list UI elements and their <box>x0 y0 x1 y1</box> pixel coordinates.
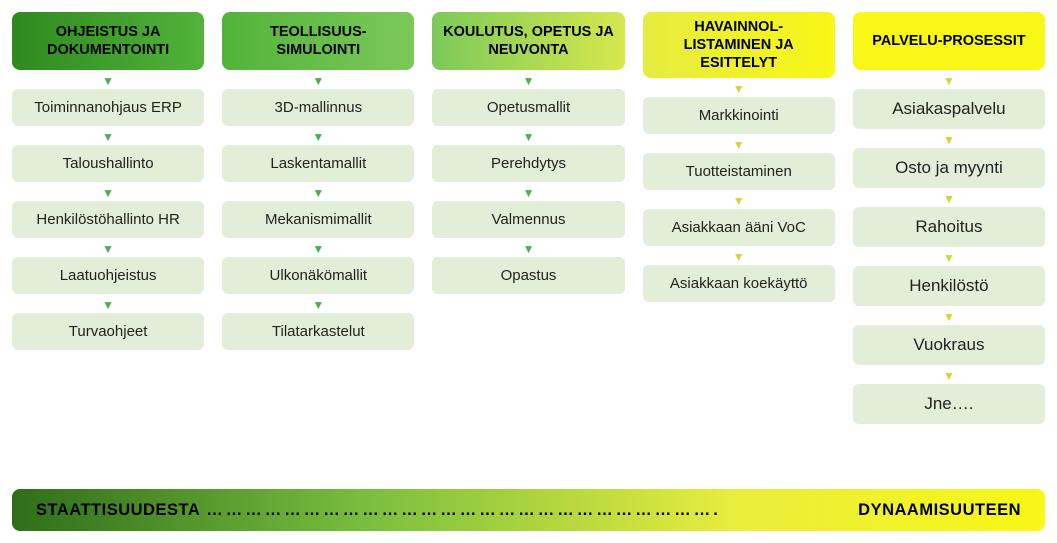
columns-container: OHJEISTUS JA DOKUMENTOINTI ▼ Toiminnanohja… <box>12 12 1045 426</box>
column-3: HAVAINNOL-LISTAMINEN JA ESITTELYT ▼ Markki… <box>643 12 835 426</box>
list-item: Vuokraus <box>853 325 1045 365</box>
list-item: Asiakaspalvelu <box>853 89 1045 129</box>
column-1: TEOLLISUUS-SIMULOINTI ▼ 3D-mallinnus ▼ Laske… <box>222 12 414 426</box>
list-item: Laskentamallit <box>222 145 414 182</box>
list-item: Osto ja myynti <box>853 148 1045 188</box>
list-item: Mekanismimallit <box>222 201 414 238</box>
arrow-down-icon: ▼ <box>312 187 324 199</box>
arrow-down-icon: ▼ <box>733 83 745 95</box>
column-header: HAVAINNOL-LISTAMINEN JA ESITTELYT <box>643 12 835 78</box>
arrow-down-icon: ▼ <box>943 370 955 382</box>
arrow-down-icon: ▼ <box>312 75 324 87</box>
footer-left: STAATTISUUDESTA <box>36 501 200 520</box>
footer-dots: ……………………………………………………………………. <box>200 501 858 520</box>
column-header: TEOLLISUUS-SIMULOINTI <box>222 12 414 70</box>
list-item: Taloushallinto <box>12 145 204 182</box>
arrow-down-icon: ▼ <box>523 187 535 199</box>
column-4: PALVELU-PROSESSIT ▼ Asiakaspalvelu ▼ Osto ja… <box>853 12 1045 426</box>
list-item: Tuotteistaminen <box>643 153 835 190</box>
list-item: Turvaohjeet <box>12 313 204 350</box>
list-item: Perehdytys <box>432 145 624 182</box>
footer-bar: STAATTISUUDESTA ………………………………………………………………… <box>12 489 1045 531</box>
list-item: Henkilöstö <box>853 266 1045 306</box>
arrow-down-icon: ▼ <box>943 134 955 146</box>
list-item: Asiakkaan koekäyttö <box>643 265 835 302</box>
list-item: Ulkonäkömallit <box>222 257 414 294</box>
arrow-down-icon: ▼ <box>312 243 324 255</box>
arrow-down-icon: ▼ <box>312 299 324 311</box>
column-header: KOULUTUS, OPETUS JA NEUVONTA <box>432 12 624 70</box>
list-item: Valmennus <box>432 201 624 238</box>
arrow-down-icon: ▼ <box>943 311 955 323</box>
arrow-down-icon: ▼ <box>943 193 955 205</box>
list-item: Toiminnanohjaus ERP <box>12 89 204 126</box>
list-item: Opetusmallit <box>432 89 624 126</box>
arrow-down-icon: ▼ <box>102 243 114 255</box>
arrow-down-icon: ▼ <box>733 195 745 207</box>
list-item: Asiakkaan ääni VoC <box>643 209 835 246</box>
arrow-down-icon: ▼ <box>312 131 324 143</box>
list-item: 3D-mallinnus <box>222 89 414 126</box>
arrow-down-icon: ▼ <box>523 75 535 87</box>
footer-right: DYNAAMISUUTEEN <box>858 501 1021 520</box>
arrow-down-icon: ▼ <box>102 299 114 311</box>
list-item: Henkilöstöhallinto HR <box>12 201 204 238</box>
column-header: PALVELU-PROSESSIT <box>853 12 1045 70</box>
arrow-down-icon: ▼ <box>523 243 535 255</box>
list-item: Tilatarkastelut <box>222 313 414 350</box>
arrow-down-icon: ▼ <box>102 131 114 143</box>
column-header: OHJEISTUS JA DOKUMENTOINTI <box>12 12 204 70</box>
arrow-down-icon: ▼ <box>523 131 535 143</box>
column-0: OHJEISTUS JA DOKUMENTOINTI ▼ Toiminnanohja… <box>12 12 204 426</box>
arrow-down-icon: ▼ <box>733 251 745 263</box>
list-item: Opastus <box>432 257 624 294</box>
list-item: Jne…. <box>853 384 1045 424</box>
arrow-down-icon: ▼ <box>102 187 114 199</box>
arrow-down-icon: ▼ <box>733 139 745 151</box>
list-item: Markkinointi <box>643 97 835 134</box>
column-2: KOULUTUS, OPETUS JA NEUVONTA ▼ Opetusmalli… <box>432 12 624 426</box>
list-item: Laatuohjeistus <box>12 257 204 294</box>
list-item: Rahoitus <box>853 207 1045 247</box>
arrow-down-icon: ▼ <box>102 75 114 87</box>
arrow-down-icon: ▼ <box>943 75 955 87</box>
arrow-down-icon: ▼ <box>943 252 955 264</box>
